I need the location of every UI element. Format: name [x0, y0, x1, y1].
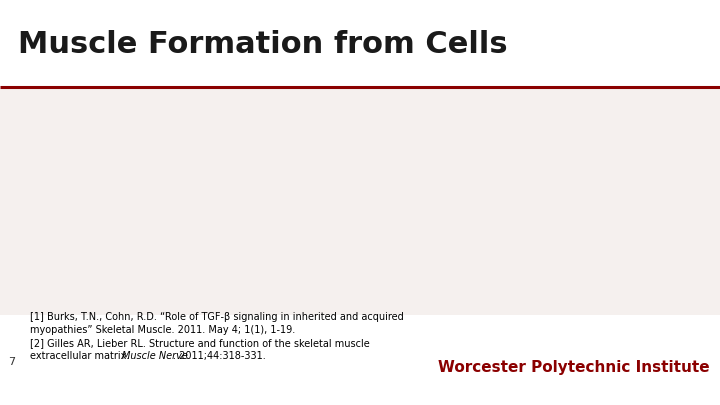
Text: 7: 7 — [8, 357, 15, 367]
Text: . 2011;44:318-331.: . 2011;44:318-331. — [173, 351, 266, 361]
Text: myopathies” Skeletal Muscle. 2011. May 4; 1(1), 1-19.: myopathies” Skeletal Muscle. 2011. May 4… — [30, 325, 295, 335]
Text: Muscle Nerve: Muscle Nerve — [122, 351, 188, 361]
Text: extracellular matrix.: extracellular matrix. — [30, 351, 132, 361]
Text: Worcester Polytechnic Institute: Worcester Polytechnic Institute — [438, 360, 710, 375]
Text: [2] Gilles AR, Lieber RL. Structure and function of the skeletal muscle: [2] Gilles AR, Lieber RL. Structure and … — [30, 338, 370, 348]
Text: [1] Burks, T.N., Cohn, R.D. “Role of TGF-β signaling in inherited and acquired: [1] Burks, T.N., Cohn, R.D. “Role of TGF… — [30, 312, 404, 322]
Bar — [0, 89, 720, 315]
Text: Muscle Formation from Cells: Muscle Formation from Cells — [18, 30, 508, 59]
